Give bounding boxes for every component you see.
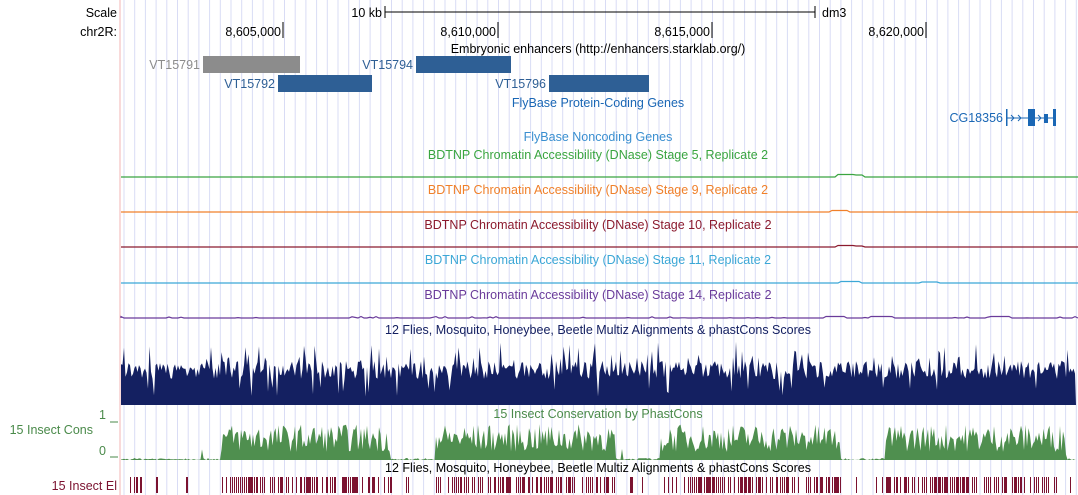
elements-side-label[interactable]: 15 Insect El (52, 479, 117, 493)
position-label-2: 8,610,000 (440, 25, 496, 39)
enhancer-label-vt15792[interactable]: VT15792 (224, 77, 275, 91)
dnase-stage11-title[interactable]: BDTNP Chromatin Accessibility (DNase) St… (425, 253, 771, 267)
cons-graph[interactable] (121, 424, 1076, 460)
cons-max-label: 1 (99, 408, 106, 422)
chrom-label[interactable]: chr2R: (80, 25, 117, 39)
elements-track-title[interactable]: 12 Flies, Mosquito, Honeybee, Beetle Mul… (385, 461, 811, 475)
position-label-3: 8,615,000 (654, 25, 710, 39)
cons-track-title[interactable]: 15 Insect Conservation by PhastCons (493, 407, 702, 421)
dnase-stage14-title[interactable]: BDTNP Chromatin Accessibility (DNase) St… (424, 288, 771, 302)
enhancer-label-vt15791[interactable]: VT15791 (149, 58, 200, 72)
dnase-stage10-signal[interactable] (121, 244, 1078, 248)
dnase-stage9-title[interactable]: BDTNP Chromatin Accessibility (DNase) St… (428, 183, 768, 197)
cons-side-label[interactable]: 15 Insect Cons (10, 423, 93, 437)
enhancer-feature-vt15791[interactable] (203, 56, 300, 73)
enhancer-label-vt15796[interactable]: VT15796 (495, 77, 546, 91)
enhancer-feature-vt15796[interactable] (549, 75, 649, 92)
coding-genes-track-title[interactable]: FlyBase Protein-Coding Genes (512, 96, 684, 110)
gene-model-cg18356[interactable] (1006, 109, 1056, 126)
scale-bar-text: 10 kb (351, 6, 382, 20)
assembly-label: dm3 (822, 6, 846, 20)
enhancer-label-vt15794[interactable]: VT15794 (362, 58, 413, 72)
conserved-elements-track[interactable] (130, 477, 1071, 493)
dnase-stage9-signal[interactable] (121, 209, 1078, 213)
dnase-stage11-signal[interactable] (121, 280, 1078, 284)
dnase-stage10-title[interactable]: BDTNP Chromatin Accessibility (DNase) St… (424, 218, 771, 232)
enhancer-feature-vt15794[interactable] (416, 56, 511, 73)
position-label-1: 8,605,000 (225, 25, 281, 39)
dnase-stage5-signal[interactable] (121, 173, 1078, 178)
scale-label: Scale (86, 6, 117, 20)
gene-label-cg18356[interactable]: CG18356 (949, 111, 1003, 125)
cons-min-label: 0 (99, 444, 106, 458)
position-label-4: 8,620,000 (868, 25, 924, 39)
multiz-conservation-graph[interactable] (121, 341, 1076, 405)
dnase-stage5-title[interactable]: BDTNP Chromatin Accessibility (DNase) St… (428, 148, 768, 162)
multiz-track-title[interactable]: 12 Flies, Mosquito, Honeybee, Beetle Mul… (385, 323, 811, 337)
dnase-stage14-signal[interactable] (120, 315, 1078, 319)
noncoding-genes-track-title[interactable]: FlyBase Noncoding Genes (524, 130, 673, 144)
enhancers-track-title[interactable]: Embryonic enhancers (http://enhancers.st… (451, 42, 746, 56)
enhancer-feature-vt15792[interactable] (278, 75, 372, 92)
